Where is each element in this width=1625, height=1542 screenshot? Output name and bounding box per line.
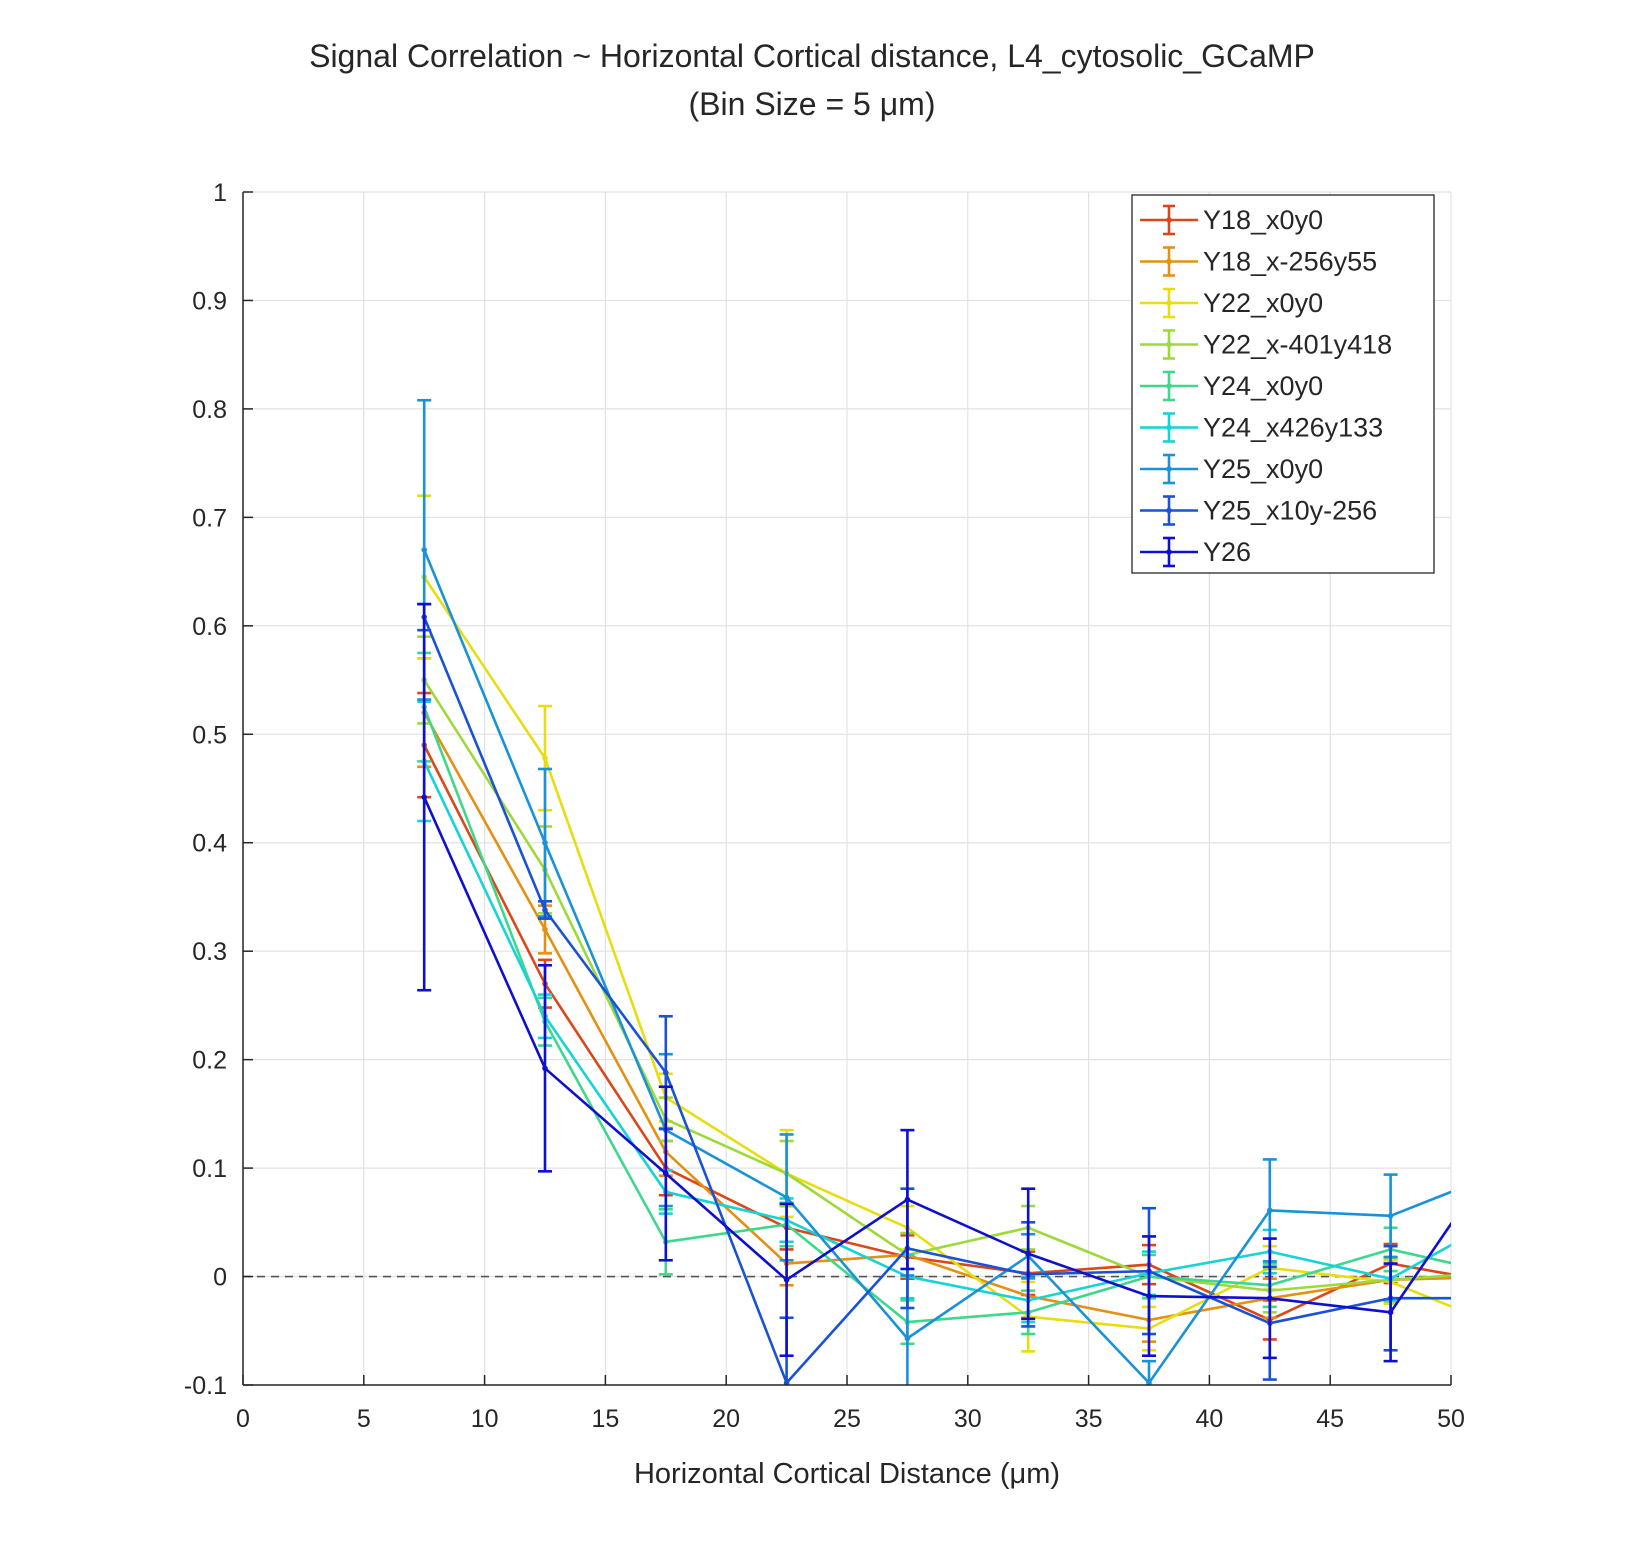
x-tick-label: 0: [236, 1405, 250, 1433]
legend-label: Y24_x0y0: [1203, 371, 1323, 401]
series-line: [422, 616, 1451, 1385]
tick-labels: 0 5 10 15 20 25 30 35 40 45 50 -0.1 0 0.1 0.2 0.3 0.4 0.5…: [184, 179, 1465, 1433]
data-point: [421, 547, 428, 553]
data-point: [1509, 1268, 1515, 1274]
y-tick-label: 0.3: [192, 938, 227, 966]
legend-swatch-point: [1166, 341, 1172, 348]
data-point: [1509, 1133, 1515, 1139]
series-Y26: [417, 602, 1515, 1363]
data-point: [1509, 1282, 1515, 1288]
data-point: [1509, 1295, 1515, 1301]
y-tick-label: 0.5: [192, 721, 227, 749]
legend-label: Y25_x0y0: [1203, 454, 1323, 484]
y-tick-label: 0: [213, 1264, 227, 1292]
legend: Y18_x0y0 Y18_x-256y55 Y22_x0y0 Y22_x-401y41…: [1131, 194, 1435, 574]
legend-label: Y22_x0y0: [1203, 288, 1323, 318]
y-tick-label: -0.1: [184, 1372, 227, 1400]
x-tick-label: 40: [1195, 1405, 1223, 1433]
series-line: [423, 711, 1451, 1322]
legend-item: Y26: [1140, 536, 1251, 568]
legend-item: Y22_x-401y418: [1140, 329, 1392, 360]
legend-swatch-point: [1166, 549, 1172, 555]
y-tick-label: 1: [213, 179, 227, 207]
series-line: [423, 744, 1451, 1322]
legend-label: Y18_x-256y55: [1203, 247, 1377, 277]
data-point: [421, 794, 428, 800]
x-tick-label: 45: [1316, 1405, 1344, 1433]
data-point: [1387, 1309, 1394, 1316]
legend-item: Y18_x-256y55: [1140, 246, 1377, 277]
data-point: [1509, 1165, 1515, 1171]
data-point: [542, 926, 548, 933]
x-tick-label: 35: [1075, 1405, 1103, 1433]
data-point: [904, 1335, 911, 1342]
data-point: [904, 1196, 911, 1203]
series-line: [423, 796, 1451, 1314]
x-tick-label: 30: [954, 1405, 982, 1433]
data-point: [1509, 1274, 1515, 1280]
y-tick-label: 0.9: [192, 287, 227, 315]
y-tick-label: 0.7: [192, 504, 227, 532]
x-axis-label: Horizontal Cortical Distance (μm): [634, 1458, 1060, 1490]
x-tick-label: 20: [712, 1405, 740, 1433]
data-point: [1146, 1380, 1152, 1385]
legend-swatch-point: [1166, 424, 1172, 431]
chart-title: Signal Correlation ~ Horizontal Cortical…: [309, 38, 1315, 74]
data-point: [783, 1380, 790, 1385]
legend-label: Y18_x0y0: [1203, 205, 1323, 235]
x-tick-label: 25: [833, 1405, 861, 1433]
series-line: [422, 706, 1451, 1324]
series-line: [423, 760, 1451, 1302]
y-tick-label: 0.8: [192, 396, 227, 424]
legend-label: Y25_x10y-256: [1203, 496, 1377, 526]
data-point: [783, 1276, 790, 1283]
y-tick-label: 0.4: [192, 830, 227, 858]
legend-swatch-point: [1166, 507, 1172, 514]
legend-swatch-point: [1166, 383, 1172, 389]
y-tick-label: 0.2: [192, 1047, 227, 1075]
series-line: [423, 679, 1451, 1292]
data-point: [1267, 1207, 1273, 1214]
data-point: [542, 907, 548, 913]
legend-label: Y22_x-401y418: [1203, 330, 1392, 360]
legend-item: Y24_x0y0: [1140, 370, 1323, 402]
series-line: [423, 576, 1451, 1330]
legend-label: Y26: [1203, 537, 1251, 567]
data-point: [1509, 1328, 1515, 1334]
data-point: [542, 839, 548, 846]
data-point: [783, 1194, 790, 1201]
data-point: [1025, 1250, 1031, 1257]
data-point: [1146, 1293, 1152, 1299]
data-point: [663, 1069, 669, 1076]
x-tick-label: 50: [1437, 1405, 1465, 1433]
x-tick-label: 5: [357, 1405, 371, 1433]
series-layer: [417, 398, 1515, 1385]
legend-swatch-point: [1166, 300, 1172, 306]
data-point: [1387, 1213, 1394, 1219]
series-line: [422, 549, 1451, 1385]
legend-item: Y25_x10y-256: [1140, 495, 1377, 526]
legend-item: Y25_x0y0: [1140, 453, 1323, 485]
data-point: [542, 755, 548, 761]
y-tick-label: 0.1: [192, 1155, 227, 1183]
legend-item: Y22_x0y0: [1140, 287, 1323, 319]
legend-label: Y24_x426y133: [1203, 413, 1383, 443]
x-tick-label: 15: [591, 1405, 619, 1433]
legend-item: Y18_x0y0: [1140, 204, 1323, 236]
legend-swatch-point: [1166, 466, 1172, 472]
chart-subtitle: (Bin Size = 5 μm): [689, 86, 936, 122]
y-tick-label: 0.6: [192, 613, 227, 641]
legend-swatch-point: [1166, 217, 1172, 223]
legend-item: Y24_x426y133: [1140, 412, 1383, 443]
axes: [242, 191, 1452, 1386]
data-point: [1267, 1295, 1273, 1302]
data-point: [1509, 1274, 1515, 1280]
legend-swatch-point: [1166, 258, 1172, 265]
data-point: [542, 1065, 548, 1072]
data-point: [1509, 1209, 1515, 1215]
x-tick-label: 10: [471, 1405, 499, 1433]
data-point: [663, 1170, 669, 1177]
